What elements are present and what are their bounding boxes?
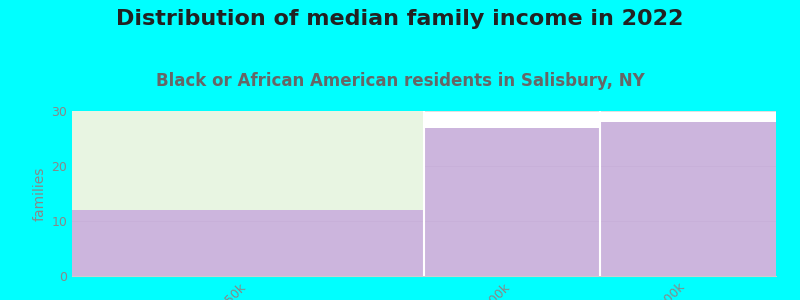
Bar	[72, 111, 424, 210]
Text: Distribution of median family income in 2022: Distribution of median family income in …	[116, 9, 684, 29]
Text: Black or African American residents in Salisbury, NY: Black or African American residents in S…	[156, 72, 644, 90]
Bar	[600, 122, 776, 276]
Y-axis label: families: families	[33, 166, 47, 221]
Bar	[72, 210, 424, 276]
Bar	[424, 128, 600, 276]
